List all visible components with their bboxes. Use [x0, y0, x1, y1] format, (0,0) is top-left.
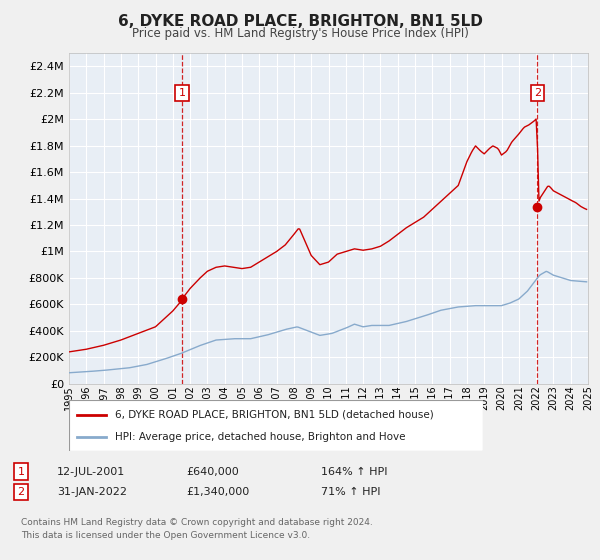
Text: 6, DYKE ROAD PLACE, BRIGHTON, BN1 5LD (detached house): 6, DYKE ROAD PLACE, BRIGHTON, BN1 5LD (d…: [115, 409, 433, 419]
Text: HPI: Average price, detached house, Brighton and Hove: HPI: Average price, detached house, Brig…: [115, 432, 405, 442]
Text: 1: 1: [178, 88, 185, 98]
Text: 164% ↑ HPI: 164% ↑ HPI: [321, 466, 388, 477]
Text: 1: 1: [17, 466, 25, 477]
Text: Contains HM Land Registry data © Crown copyright and database right 2024.
This d: Contains HM Land Registry data © Crown c…: [21, 518, 373, 539]
Text: Price paid vs. HM Land Registry's House Price Index (HPI): Price paid vs. HM Land Registry's House …: [131, 27, 469, 40]
Text: £640,000: £640,000: [186, 466, 239, 477]
Text: 31-JAN-2022: 31-JAN-2022: [57, 487, 127, 497]
Text: 2: 2: [17, 487, 25, 497]
Text: 2: 2: [534, 88, 541, 98]
Text: £1,340,000: £1,340,000: [186, 487, 249, 497]
Text: 12-JUL-2001: 12-JUL-2001: [57, 466, 125, 477]
Text: 6, DYKE ROAD PLACE, BRIGHTON, BN1 5LD: 6, DYKE ROAD PLACE, BRIGHTON, BN1 5LD: [118, 14, 482, 29]
Text: 71% ↑ HPI: 71% ↑ HPI: [321, 487, 380, 497]
